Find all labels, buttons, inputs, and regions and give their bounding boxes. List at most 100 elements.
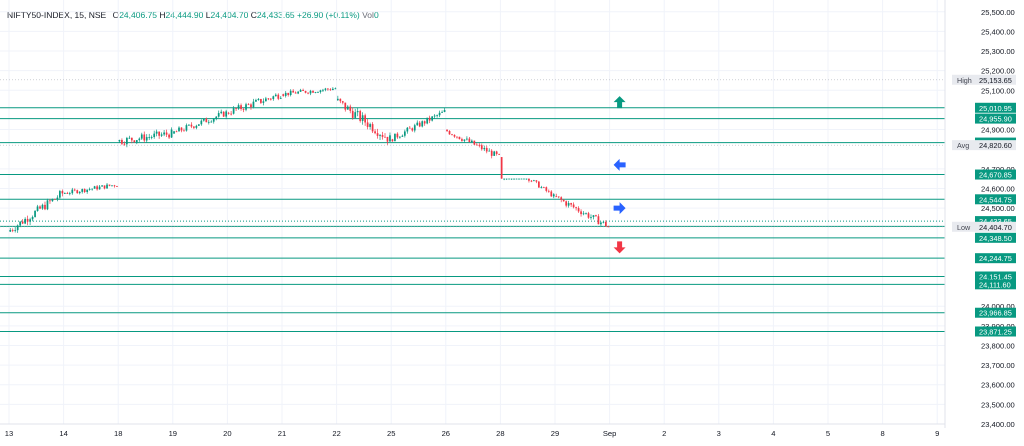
candle-body	[59, 191, 61, 198]
candle-body	[329, 89, 332, 91]
candle-body	[431, 116, 434, 121]
candle-body	[590, 217, 592, 218]
candle-body	[411, 128, 414, 131]
time-tick-label: 29	[551, 429, 559, 438]
candle-body	[299, 89, 302, 92]
candle-body	[31, 216, 34, 220]
candle-body	[71, 189, 74, 194]
candle-body	[446, 129, 448, 132]
time-tick-label: Sep	[603, 429, 617, 438]
candle-body	[533, 180, 535, 182]
candle-body	[292, 90, 295, 93]
candle-body	[294, 92, 297, 94]
candle-body	[587, 213, 590, 218]
candle-body	[423, 121, 426, 124]
candle-body	[441, 111, 443, 113]
candle-body	[91, 188, 94, 190]
price-tick-label: 24,900.00	[981, 126, 1015, 135]
candle-body	[49, 200, 51, 202]
time-tick-label: 3	[717, 429, 721, 438]
candle-body	[510, 178, 513, 180]
price-tick-label: 23,600.00	[981, 381, 1015, 390]
legend-symbol: NIFTY50-INDEX, 15, NSE	[7, 10, 107, 20]
price-axis[interactable]: 25,500.0025,400.0025,300.0025,200.0025,1…	[981, 8, 1015, 429]
candle-body	[118, 139, 121, 142]
candle-body	[493, 151, 496, 156]
candle-body	[86, 189, 89, 193]
time-axis[interactable]: 13 14 18 19 20 21 22 25 26 28 29 Sep 2 3 4 5 8 9	[5, 429, 940, 438]
signal-markers	[613, 96, 626, 254]
candle-body	[272, 96, 275, 100]
candle-body	[319, 90, 322, 93]
candle-body	[267, 98, 270, 100]
price-tick-label: 24,500.00	[981, 204, 1015, 213]
candle-body	[200, 120, 203, 125]
candle-body	[461, 139, 463, 141]
candle-body	[344, 102, 347, 110]
candle-body	[148, 137, 151, 138]
candle-body	[183, 130, 185, 132]
candle-body	[222, 111, 225, 117]
candle-body	[145, 137, 148, 141]
tag-value: 24,404.70	[979, 223, 1012, 232]
candle-body	[389, 135, 391, 142]
grid-lines	[0, 0, 945, 425]
candle-body	[165, 132, 168, 135]
price-tick-label: 23,900.00	[981, 322, 1015, 331]
candle-body	[170, 129, 173, 138]
candle-body	[88, 189, 91, 190]
candle-body	[336, 98, 339, 101]
candle-body	[371, 124, 374, 132]
level-label-box	[975, 113, 1016, 124]
candle-body	[403, 131, 406, 136]
tag-value: 24,820.60	[979, 141, 1012, 150]
candle-body	[78, 191, 81, 194]
candle-body	[103, 185, 106, 189]
legend-high-label: H	[159, 10, 166, 20]
candle-body	[205, 118, 208, 123]
candle-body	[304, 90, 307, 93]
level-label: 24,670.85	[979, 171, 1012, 180]
candle-body	[505, 178, 508, 180]
horizontal-levels	[0, 79, 945, 332]
candle-body	[334, 88, 337, 90]
price-tick-label: 24,600.00	[981, 184, 1015, 193]
candle-body	[24, 218, 27, 224]
candle-body	[242, 109, 245, 110]
candle-body	[34, 210, 36, 217]
candle-body	[540, 187, 543, 188]
candle-body	[126, 137, 128, 145]
level-label: 24,544.75	[979, 195, 1012, 204]
candle-body	[269, 98, 272, 100]
candle-body	[418, 122, 421, 127]
price-tick-label: 23,500.00	[981, 400, 1015, 409]
candle-body	[421, 121, 424, 127]
time-tick-label: 2	[662, 429, 666, 438]
candle-body	[217, 113, 220, 117]
candle-body	[150, 137, 153, 138]
candle-body	[386, 136, 389, 142]
time-tick-label: 8	[880, 429, 884, 438]
tag-name: High	[957, 76, 972, 85]
candle-body	[230, 113, 232, 115]
candle-body	[36, 206, 39, 211]
price-tick-label: 23,800.00	[981, 341, 1015, 350]
candle-body	[433, 115, 436, 117]
time-tick-label: 9	[935, 429, 939, 438]
candle-body	[9, 229, 12, 232]
candle-body	[26, 218, 29, 222]
tag-value: 25,153.65	[979, 76, 1012, 85]
candle-body	[364, 115, 367, 123]
candle-body	[111, 185, 113, 187]
candle-body	[443, 110, 446, 112]
candle-body	[130, 137, 133, 141]
chart-legend: NIFTY50-INDEX, 15, NSE O24,406.75 H24,44…	[7, 10, 379, 20]
tag-box	[952, 221, 1016, 232]
price-tick-label: 24,700.00	[981, 165, 1015, 174]
candle-body	[133, 140, 136, 143]
candle-body	[428, 117, 431, 121]
candle-body	[81, 189, 84, 192]
candle-body	[475, 144, 478, 146]
candle-body	[317, 92, 319, 93]
